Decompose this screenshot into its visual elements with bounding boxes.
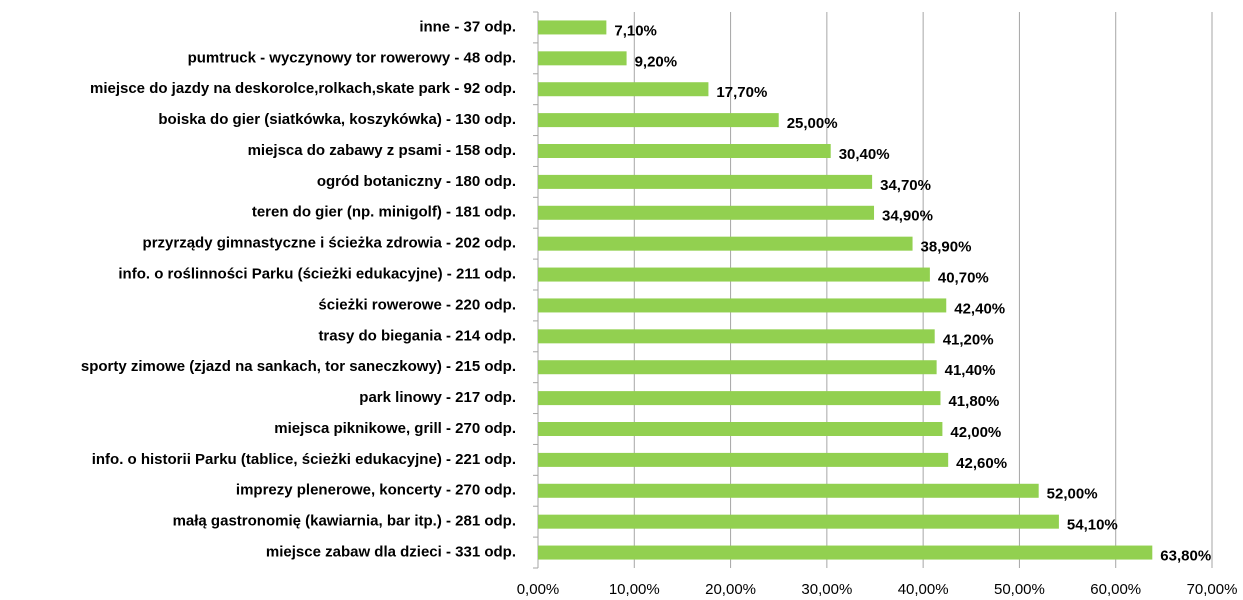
x-tick-label: 0,00% — [517, 581, 560, 598]
y-tick-label: inne - 37 odp. — [419, 18, 516, 35]
data-label: 34,90% — [882, 208, 933, 225]
y-tick-label: park linowy - 217 odp. — [359, 389, 516, 406]
data-label: 54,10% — [1067, 517, 1118, 534]
bar — [538, 483, 1039, 498]
x-tick-label: 60,00% — [1090, 581, 1141, 598]
bar — [538, 452, 949, 467]
y-tick-label: pumtruck - wyczynowy tor rowerowy - 48 o… — [188, 49, 516, 66]
bar — [538, 20, 607, 35]
y-tick-label: przyrządy gimnastyczne i ścieżka zdrowia… — [143, 235, 516, 252]
bar — [538, 205, 875, 220]
y-tick-label: miejsca piknikowe, grill - 270 odp. — [274, 420, 516, 437]
data-label: 42,00% — [950, 424, 1001, 441]
y-tick-label: trasy do biegania - 214 odp. — [318, 327, 516, 344]
y-tick-label: teren do gier (np. minigolf) - 181 odp. — [252, 204, 516, 221]
y-tick-label: miejsce zabaw dla dzieci - 331 odp. — [266, 544, 516, 561]
y-tick-label: ścieżki rowerowe - 220 odp. — [318, 296, 516, 313]
data-label: 34,70% — [880, 177, 931, 194]
data-label: 40,70% — [938, 270, 989, 287]
y-tick-label: miejsce do jazdy na deskorolce,rolkach,s… — [90, 80, 516, 97]
bar — [538, 391, 941, 406]
y-tick-label: boiska do gier (siatkówka, koszykówka) -… — [158, 111, 516, 128]
y-tick-label: info. o historii Parku (tablice, ścieżki… — [92, 451, 516, 468]
data-label: 38,90% — [921, 239, 972, 256]
bar — [538, 82, 709, 97]
data-label: 30,40% — [839, 146, 890, 163]
x-tick-label: 20,00% — [705, 581, 756, 598]
data-label: 42,40% — [954, 300, 1005, 317]
data-label: 41,40% — [945, 362, 996, 379]
bar — [538, 545, 1153, 560]
x-tick-label: 30,00% — [801, 581, 852, 598]
x-tick-label: 10,00% — [609, 581, 660, 598]
x-tick-label: 50,00% — [994, 581, 1045, 598]
y-tick-label: ogród botaniczny - 180 odp. — [317, 173, 516, 190]
y-tick-label: miejsca do zabawy z psami - 158 odp. — [248, 142, 516, 159]
bar — [538, 113, 779, 128]
data-label: 52,00% — [1047, 486, 1098, 503]
bar — [538, 51, 627, 66]
data-label: 42,60% — [956, 455, 1007, 472]
data-label: 7,10% — [614, 22, 657, 39]
x-tick-label: 40,00% — [898, 581, 949, 598]
y-tick-label: sporty zimowe (zjazd na sankach, tor san… — [81, 358, 516, 375]
bar — [538, 144, 831, 158]
bar — [538, 236, 913, 251]
bar — [538, 298, 947, 313]
y-tick-label: imprezy plenerowe, koncerty - 270 odp. — [236, 482, 516, 499]
data-label: 17,70% — [716, 84, 767, 101]
bar — [538, 360, 937, 375]
data-label: 41,20% — [943, 331, 994, 348]
x-tick-label: 70,00% — [1187, 581, 1238, 598]
y-tick-label: info. o roślinności Parku (ścieżki eduka… — [118, 266, 516, 283]
bar — [538, 267, 930, 282]
data-label: 25,00% — [787, 115, 838, 132]
bar — [538, 514, 1059, 529]
data-label: 41,80% — [948, 393, 999, 410]
data-label: 63,80% — [1160, 548, 1211, 565]
y-tick-label: małą gastronomię (kawiarnia, bar itp.) -… — [173, 513, 516, 530]
bar — [538, 174, 873, 189]
bar — [538, 329, 935, 344]
data-label: 9,20% — [635, 53, 678, 70]
bar — [538, 422, 943, 436]
